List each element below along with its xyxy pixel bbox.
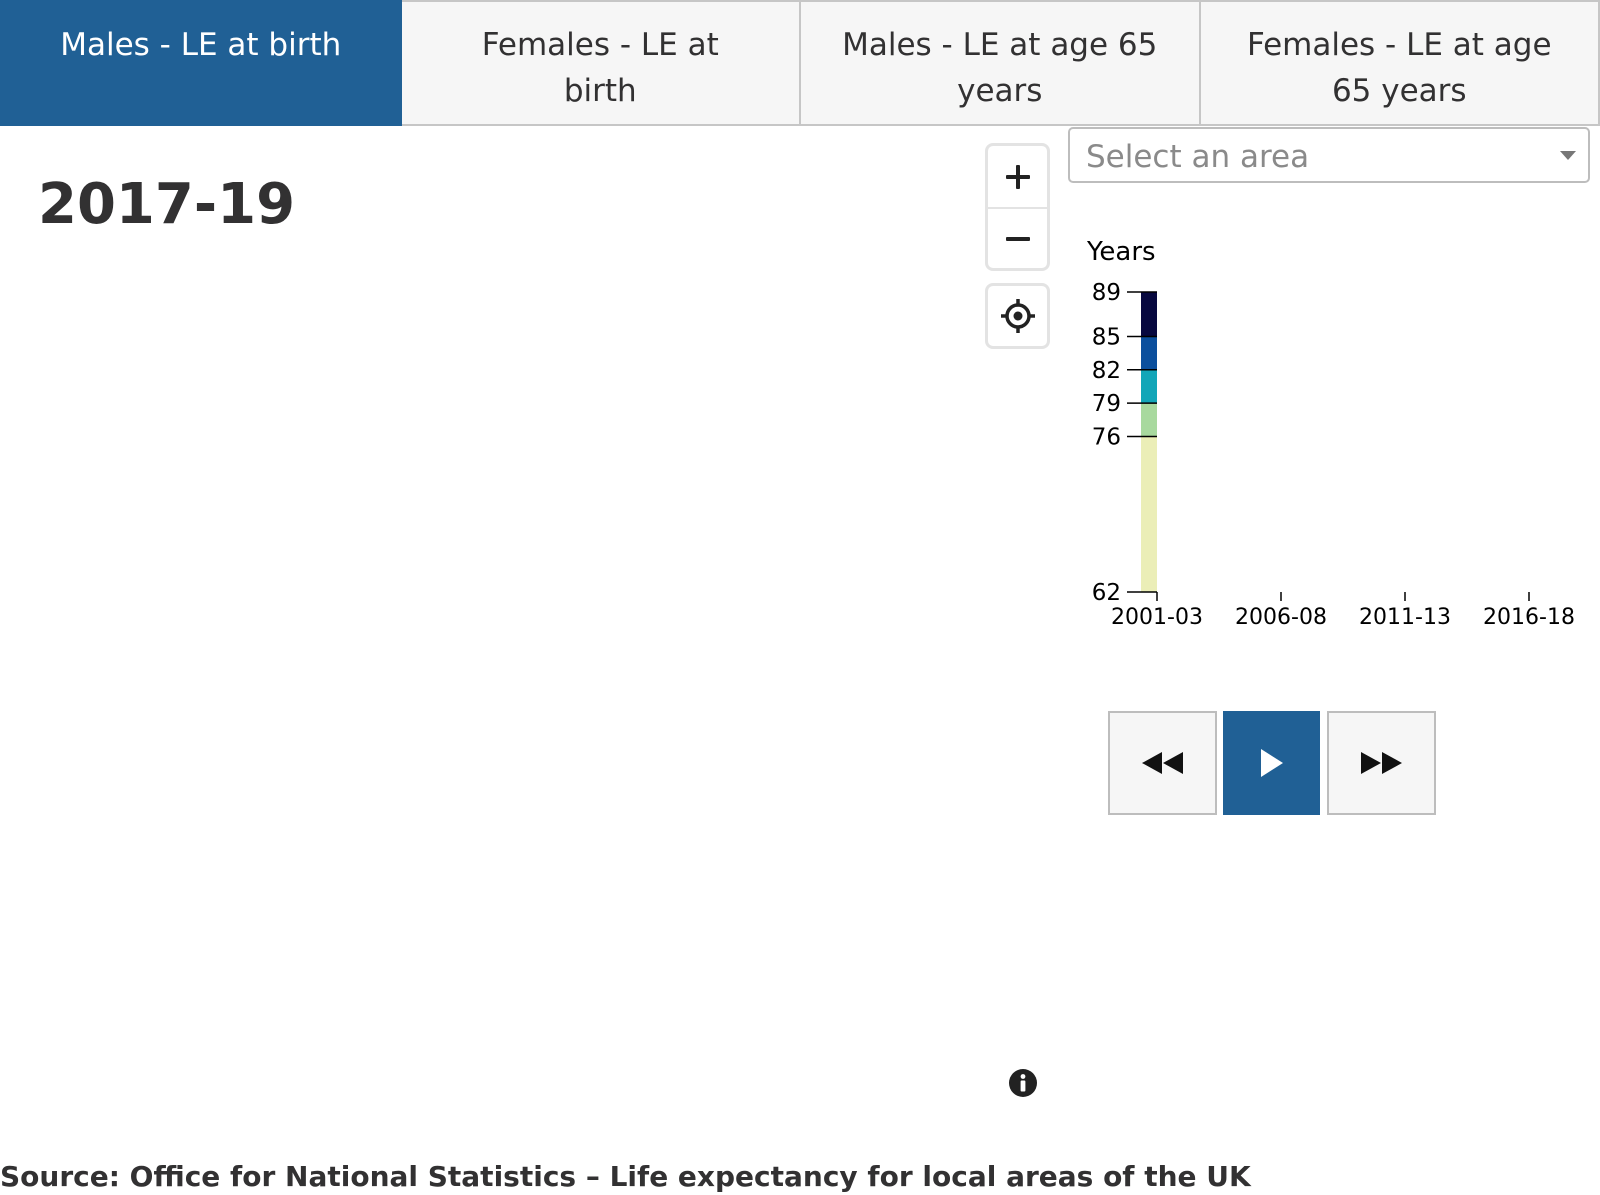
info-icon[interactable]	[1008, 1068, 1038, 1098]
legend-title: Years	[1086, 237, 1156, 267]
locate-button[interactable]	[985, 283, 1050, 349]
zoom-out-button[interactable]	[988, 207, 1047, 268]
tab-females-le-at-age-65[interactable]: Females - LE at age 65 years	[1200, 0, 1600, 126]
legend-y-ticks: 62 76 79 82 85 89	[1092, 280, 1157, 606]
legend-bin	[1141, 292, 1157, 337]
legend-bin	[1141, 369, 1157, 404]
x-tick-label: 2001-03	[1111, 605, 1203, 630]
legend-bin	[1141, 436, 1157, 592]
x-tick-label: 2006-08	[1235, 605, 1327, 630]
area-select-placeholder: Select an area	[1086, 139, 1310, 175]
rewind-button[interactable]	[1108, 711, 1217, 815]
fast-forward-icon	[1360, 752, 1402, 774]
legend-tick-label: 82	[1092, 358, 1121, 384]
tab-males-le-at-birth[interactable]: Males - LE at birth	[0, 0, 402, 126]
legend-tick-label: 79	[1092, 391, 1121, 417]
chevron-down-icon	[1560, 151, 1576, 160]
zoom-in-button[interactable]	[988, 146, 1047, 207]
legend-tick-label: 89	[1092, 280, 1121, 306]
source-note: Source: Office for National Statistics –…	[0, 1160, 1251, 1193]
legend-bins	[1141, 292, 1157, 592]
legend-tick-label: 62	[1092, 580, 1121, 606]
legend-bin	[1141, 336, 1157, 370]
tab-bar: Males - LE at birth Females - LE at birt…	[0, 0, 1600, 126]
legend-x-ticks: 2001-03 2006-08 2011-13 2016-18	[1111, 592, 1575, 630]
fast-forward-button[interactable]	[1327, 711, 1436, 815]
zoom-control	[985, 143, 1050, 271]
play-button[interactable]	[1223, 711, 1320, 815]
tab-females-le-at-birth[interactable]: Females - LE at birth	[401, 0, 801, 126]
legend-bin	[1141, 403, 1157, 437]
legend-tick-label: 76	[1092, 424, 1121, 450]
plus-icon	[1005, 164, 1030, 189]
legend-chart: Years 62 76 79 82 85 89 2001-03 2006-08 2011-13…	[1086, 237, 1575, 630]
area-select[interactable]: Select an area	[1068, 127, 1590, 183]
x-tick-label: 2016-18	[1483, 605, 1575, 630]
play-icon	[1260, 749, 1283, 777]
crosshair-icon	[1000, 299, 1035, 333]
x-tick-label: 2011-13	[1359, 605, 1451, 630]
period-title: 2017-19	[38, 172, 296, 237]
legend-tick-label: 85	[1092, 324, 1121, 350]
rewind-icon	[1141, 752, 1183, 774]
tab-males-le-at-age-65[interactable]: Males - LE at age 65 years	[801, 0, 1201, 126]
minus-icon	[1005, 227, 1030, 251]
